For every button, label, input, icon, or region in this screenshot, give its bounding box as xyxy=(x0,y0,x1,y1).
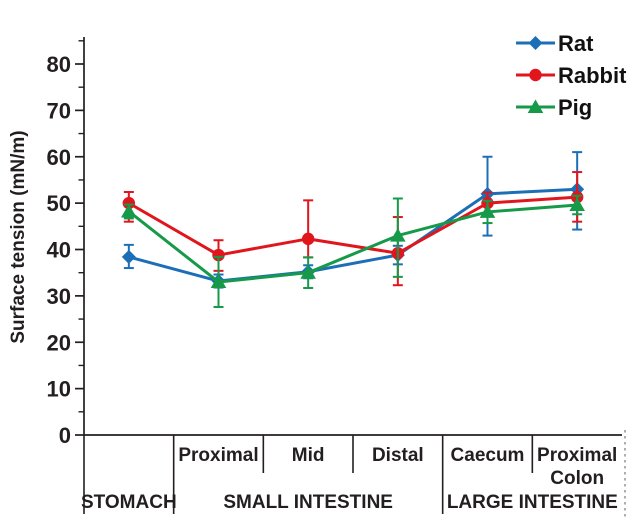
y-tick-label: 0 xyxy=(59,423,71,448)
x-sublabel: Caecum xyxy=(451,445,525,466)
triangle-marker xyxy=(210,274,227,288)
x-sublabel: Distal xyxy=(372,445,424,466)
axes: 0 10 20 30 40 50 60 70 80 Proximal Mid Distal Caecum… xyxy=(47,37,626,518)
diamond-marker xyxy=(121,249,136,264)
series-line xyxy=(128,195,578,257)
triangle-marker xyxy=(569,197,585,211)
triangle-marker xyxy=(390,228,406,242)
x-sublabel: Colon xyxy=(550,468,604,489)
circle-marker xyxy=(301,232,315,246)
x-group-label: STOMACH xyxy=(81,492,177,513)
y-tick-label: 80 xyxy=(47,52,71,77)
circle-marker xyxy=(529,68,542,82)
diamond-marker xyxy=(528,36,543,50)
legend-label: Rabbit xyxy=(558,63,627,88)
triangle-marker xyxy=(479,204,496,218)
legend-label: Pig xyxy=(558,95,592,120)
y-tick-label: 60 xyxy=(47,145,71,170)
circle-marker xyxy=(122,196,136,210)
legend-item-pig: Pig xyxy=(516,95,592,120)
circle-marker xyxy=(212,248,225,262)
y-tick-label: 70 xyxy=(47,98,71,123)
triangle-marker xyxy=(527,99,544,113)
y-tick-label: 40 xyxy=(47,238,71,263)
series-line xyxy=(128,187,578,283)
triangle-marker xyxy=(121,203,137,218)
x-sublabel: Proximal xyxy=(178,445,258,466)
x-sublabel: Mid xyxy=(292,445,325,466)
legend-item-rabbit: Rabbit xyxy=(516,63,627,88)
series-pig xyxy=(121,194,585,309)
legend-label: Rat xyxy=(558,31,594,56)
triangle-marker xyxy=(300,265,316,279)
series-rat xyxy=(121,151,585,289)
y-tick-label: 20 xyxy=(47,330,71,355)
y-tick-label: 30 xyxy=(47,284,71,309)
legend: Rat Rabbit Pig xyxy=(516,31,627,120)
x-group-label: LARGE INTESTINE xyxy=(447,492,618,513)
y-tick-label: 50 xyxy=(47,191,71,216)
x-group-label: SMALL INTESTINE xyxy=(223,492,393,513)
series-line xyxy=(127,203,578,284)
y-tick-label: 10 xyxy=(47,377,71,402)
series-rabbit xyxy=(122,171,584,287)
legend-item-rat: Rat xyxy=(516,31,594,56)
x-sublabel: Proximal xyxy=(537,445,617,466)
